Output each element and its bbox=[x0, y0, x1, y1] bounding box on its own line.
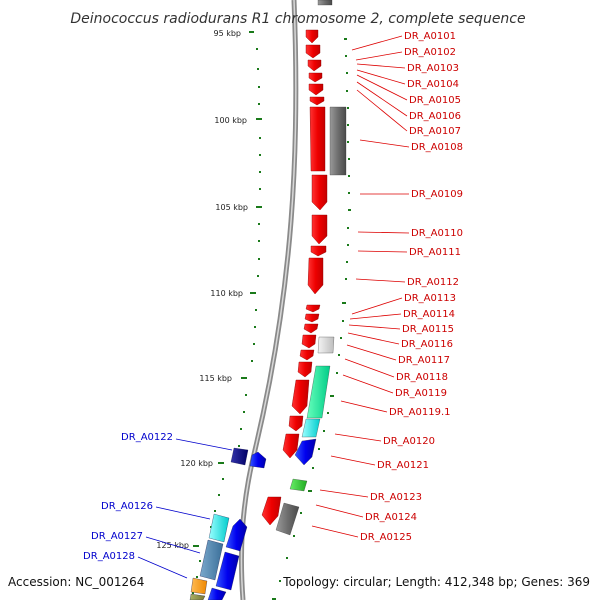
feature-arrow-dr-a0121[interactable] bbox=[294, 438, 317, 466]
right-gene-labels: DR_A0101 DR_A0102 DR_A0103 DR_A0104 DR_A… bbox=[360, 31, 463, 543]
gene-arrow-dr-a0118[interactable] bbox=[297, 361, 313, 378]
gene-arrow-dr-a0114[interactable] bbox=[304, 313, 320, 323]
feature-block-dr-a0108[interactable] bbox=[329, 106, 347, 176]
secondary-features bbox=[275, 0, 347, 536]
gene-block-olive[interactable] bbox=[189, 593, 206, 600]
label-dr-a0112[interactable]: DR_A0112 bbox=[407, 277, 459, 288]
outer-tick-ring bbox=[272, 38, 351, 600]
label-dr-a0119-1[interactable]: DR_A0119.1 bbox=[389, 407, 450, 418]
label-dr-a0102[interactable]: DR_A0102 bbox=[404, 47, 456, 58]
tick-label-95kbp: 95 kbp bbox=[213, 29, 241, 38]
label-dr-a0108[interactable]: DR_A0108 bbox=[411, 142, 463, 153]
reverse-strand-genes bbox=[189, 447, 267, 600]
gene-arrow-dr-a0119[interactable] bbox=[291, 379, 310, 415]
feature-block-dr-a0119-1[interactable] bbox=[301, 418, 321, 438]
tick-labels: 95 kbp 100 kbp 105 kbp 110 kbp 115 kbp 1… bbox=[156, 29, 248, 550]
feature-block-top[interactable] bbox=[317, 0, 333, 6]
feature-block-dr-a0116[interactable] bbox=[317, 336, 335, 354]
inner-tick-ring bbox=[192, 31, 262, 594]
label-dr-a0120[interactable]: DR_A0120 bbox=[383, 436, 435, 447]
feature-block-dr-a0123[interactable] bbox=[289, 478, 308, 492]
label-dr-a0126[interactable]: DR_A0126 bbox=[101, 501, 153, 512]
label-dr-a0111[interactable]: DR_A0111 bbox=[409, 247, 461, 258]
gene-arrow-dr-a0109[interactable] bbox=[311, 174, 328, 211]
label-dr-a0116[interactable]: DR_A0116 bbox=[401, 339, 453, 350]
label-dr-a0124[interactable]: DR_A0124 bbox=[365, 512, 417, 523]
tick-label-105kbp: 105 kbp bbox=[215, 203, 248, 212]
gene-block-dr-a0126[interactable] bbox=[208, 513, 230, 543]
topology-text: Topology: circular; Length: 412,348 bp; … bbox=[282, 575, 590, 589]
gene-arrow-dr-a0116[interactable] bbox=[301, 334, 317, 349]
gene-arrow-dr-a0106[interactable] bbox=[309, 96, 325, 106]
gene-arrow-dr-a0102[interactable] bbox=[305, 44, 321, 59]
label-dr-a0122[interactable]: DR_A0122 bbox=[121, 432, 173, 443]
tick-label-100kbp: 100 kbp bbox=[214, 116, 247, 125]
label-dr-a0119[interactable]: DR_A0119 bbox=[395, 388, 447, 399]
gene-block-dr-a0128[interactable] bbox=[190, 577, 208, 595]
label-dr-a0114[interactable]: DR_A0114 bbox=[403, 309, 455, 320]
label-dr-a0107[interactable]: DR_A0107 bbox=[409, 126, 461, 137]
gene-arrow-dr-a0117[interactable] bbox=[299, 349, 315, 361]
label-dr-a0121[interactable]: DR_A0121 bbox=[377, 460, 429, 471]
gene-arrow-dr-a0111[interactable] bbox=[310, 245, 327, 257]
gene-arrow-dr-a0104[interactable] bbox=[308, 72, 323, 83]
label-dr-a0104[interactable]: DR_A0104 bbox=[407, 79, 459, 90]
label-dr-a0110[interactable]: DR_A0110 bbox=[411, 228, 463, 239]
left-gene-labels: DR_A0122 DR_A0126 DR_A0127 DR_A0128 bbox=[83, 432, 173, 562]
label-dr-a0128[interactable]: DR_A0128 bbox=[83, 551, 135, 562]
gene-arrow-dr-a0105[interactable] bbox=[308, 83, 324, 96]
gene-arrow-dr-a0103[interactable] bbox=[307, 59, 322, 72]
label-dr-a0109[interactable]: DR_A0109 bbox=[411, 189, 463, 200]
label-dr-a0125[interactable]: DR_A0125 bbox=[360, 532, 412, 543]
gene-arrow-dr-a0124[interactable] bbox=[261, 496, 282, 526]
label-dr-a0117[interactable]: DR_A0117 bbox=[398, 355, 450, 366]
gene-arrow-dr-a0113[interactable] bbox=[305, 304, 321, 313]
label-dr-a0103[interactable]: DR_A0103 bbox=[407, 63, 459, 74]
gene-arrow-dr-a0122[interactable] bbox=[249, 451, 267, 469]
right-label-leaders bbox=[311, 35, 410, 538]
gene-block-dr-a0127[interactable] bbox=[199, 539, 224, 581]
label-dr-a0115[interactable]: DR_A0115 bbox=[402, 324, 454, 335]
forward-strand-genes bbox=[261, 29, 328, 526]
tick-label-110kbp: 110 kbp bbox=[210, 289, 243, 298]
map-title: Deinococcus radiodurans R1 chromosome 2,… bbox=[70, 11, 525, 27]
label-dr-a0123[interactable]: DR_A0123 bbox=[370, 492, 422, 503]
gene-arrow-dr-a0112[interactable] bbox=[307, 257, 324, 295]
label-dr-a0105[interactable]: DR_A0105 bbox=[409, 95, 461, 106]
label-dr-a0106[interactable]: DR_A0106 bbox=[409, 111, 461, 122]
feature-block-dr-a0118[interactable] bbox=[306, 365, 331, 419]
accession-text: Accession: NC_001264 bbox=[8, 575, 144, 589]
tick-label-115kbp: 115 kbp bbox=[199, 374, 232, 383]
gene-arrow-dr-a0119-1[interactable] bbox=[288, 415, 304, 432]
gene-arrow-dr-a0107[interactable] bbox=[309, 106, 326, 172]
gene-arrow-dr-a0101[interactable] bbox=[305, 29, 319, 44]
gene-block-dr-a0122[interactable] bbox=[230, 447, 249, 466]
label-dr-a0127[interactable]: DR_A0127 bbox=[91, 531, 143, 542]
gene-arrow-dr-a0115[interactable] bbox=[303, 323, 319, 334]
label-dr-a0113[interactable]: DR_A0113 bbox=[404, 293, 456, 304]
label-dr-a0101[interactable]: DR_A0101 bbox=[404, 31, 456, 42]
gene-arrow-dr-a0127[interactable] bbox=[215, 551, 240, 591]
label-dr-a0118[interactable]: DR_A0118 bbox=[396, 372, 448, 383]
tick-label-125kbp: 125 kbp bbox=[156, 541, 189, 550]
left-label-leaders bbox=[137, 438, 233, 579]
tick-label-120kbp: 120 kbp bbox=[180, 459, 213, 468]
feature-block-dr-a0125[interactable] bbox=[275, 502, 300, 536]
gene-arrow-dr-a0128[interactable] bbox=[207, 587, 227, 600]
gene-arrow-dr-a0110[interactable] bbox=[311, 214, 328, 245]
gene-arrow-dr-a0126[interactable] bbox=[225, 518, 248, 552]
gene-arrow-dr-a0120[interactable] bbox=[282, 433, 300, 459]
